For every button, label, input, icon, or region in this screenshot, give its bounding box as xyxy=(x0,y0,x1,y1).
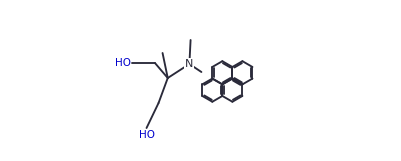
Text: HO: HO xyxy=(115,58,131,68)
Text: HO: HO xyxy=(138,130,154,140)
Text: N: N xyxy=(185,59,193,69)
